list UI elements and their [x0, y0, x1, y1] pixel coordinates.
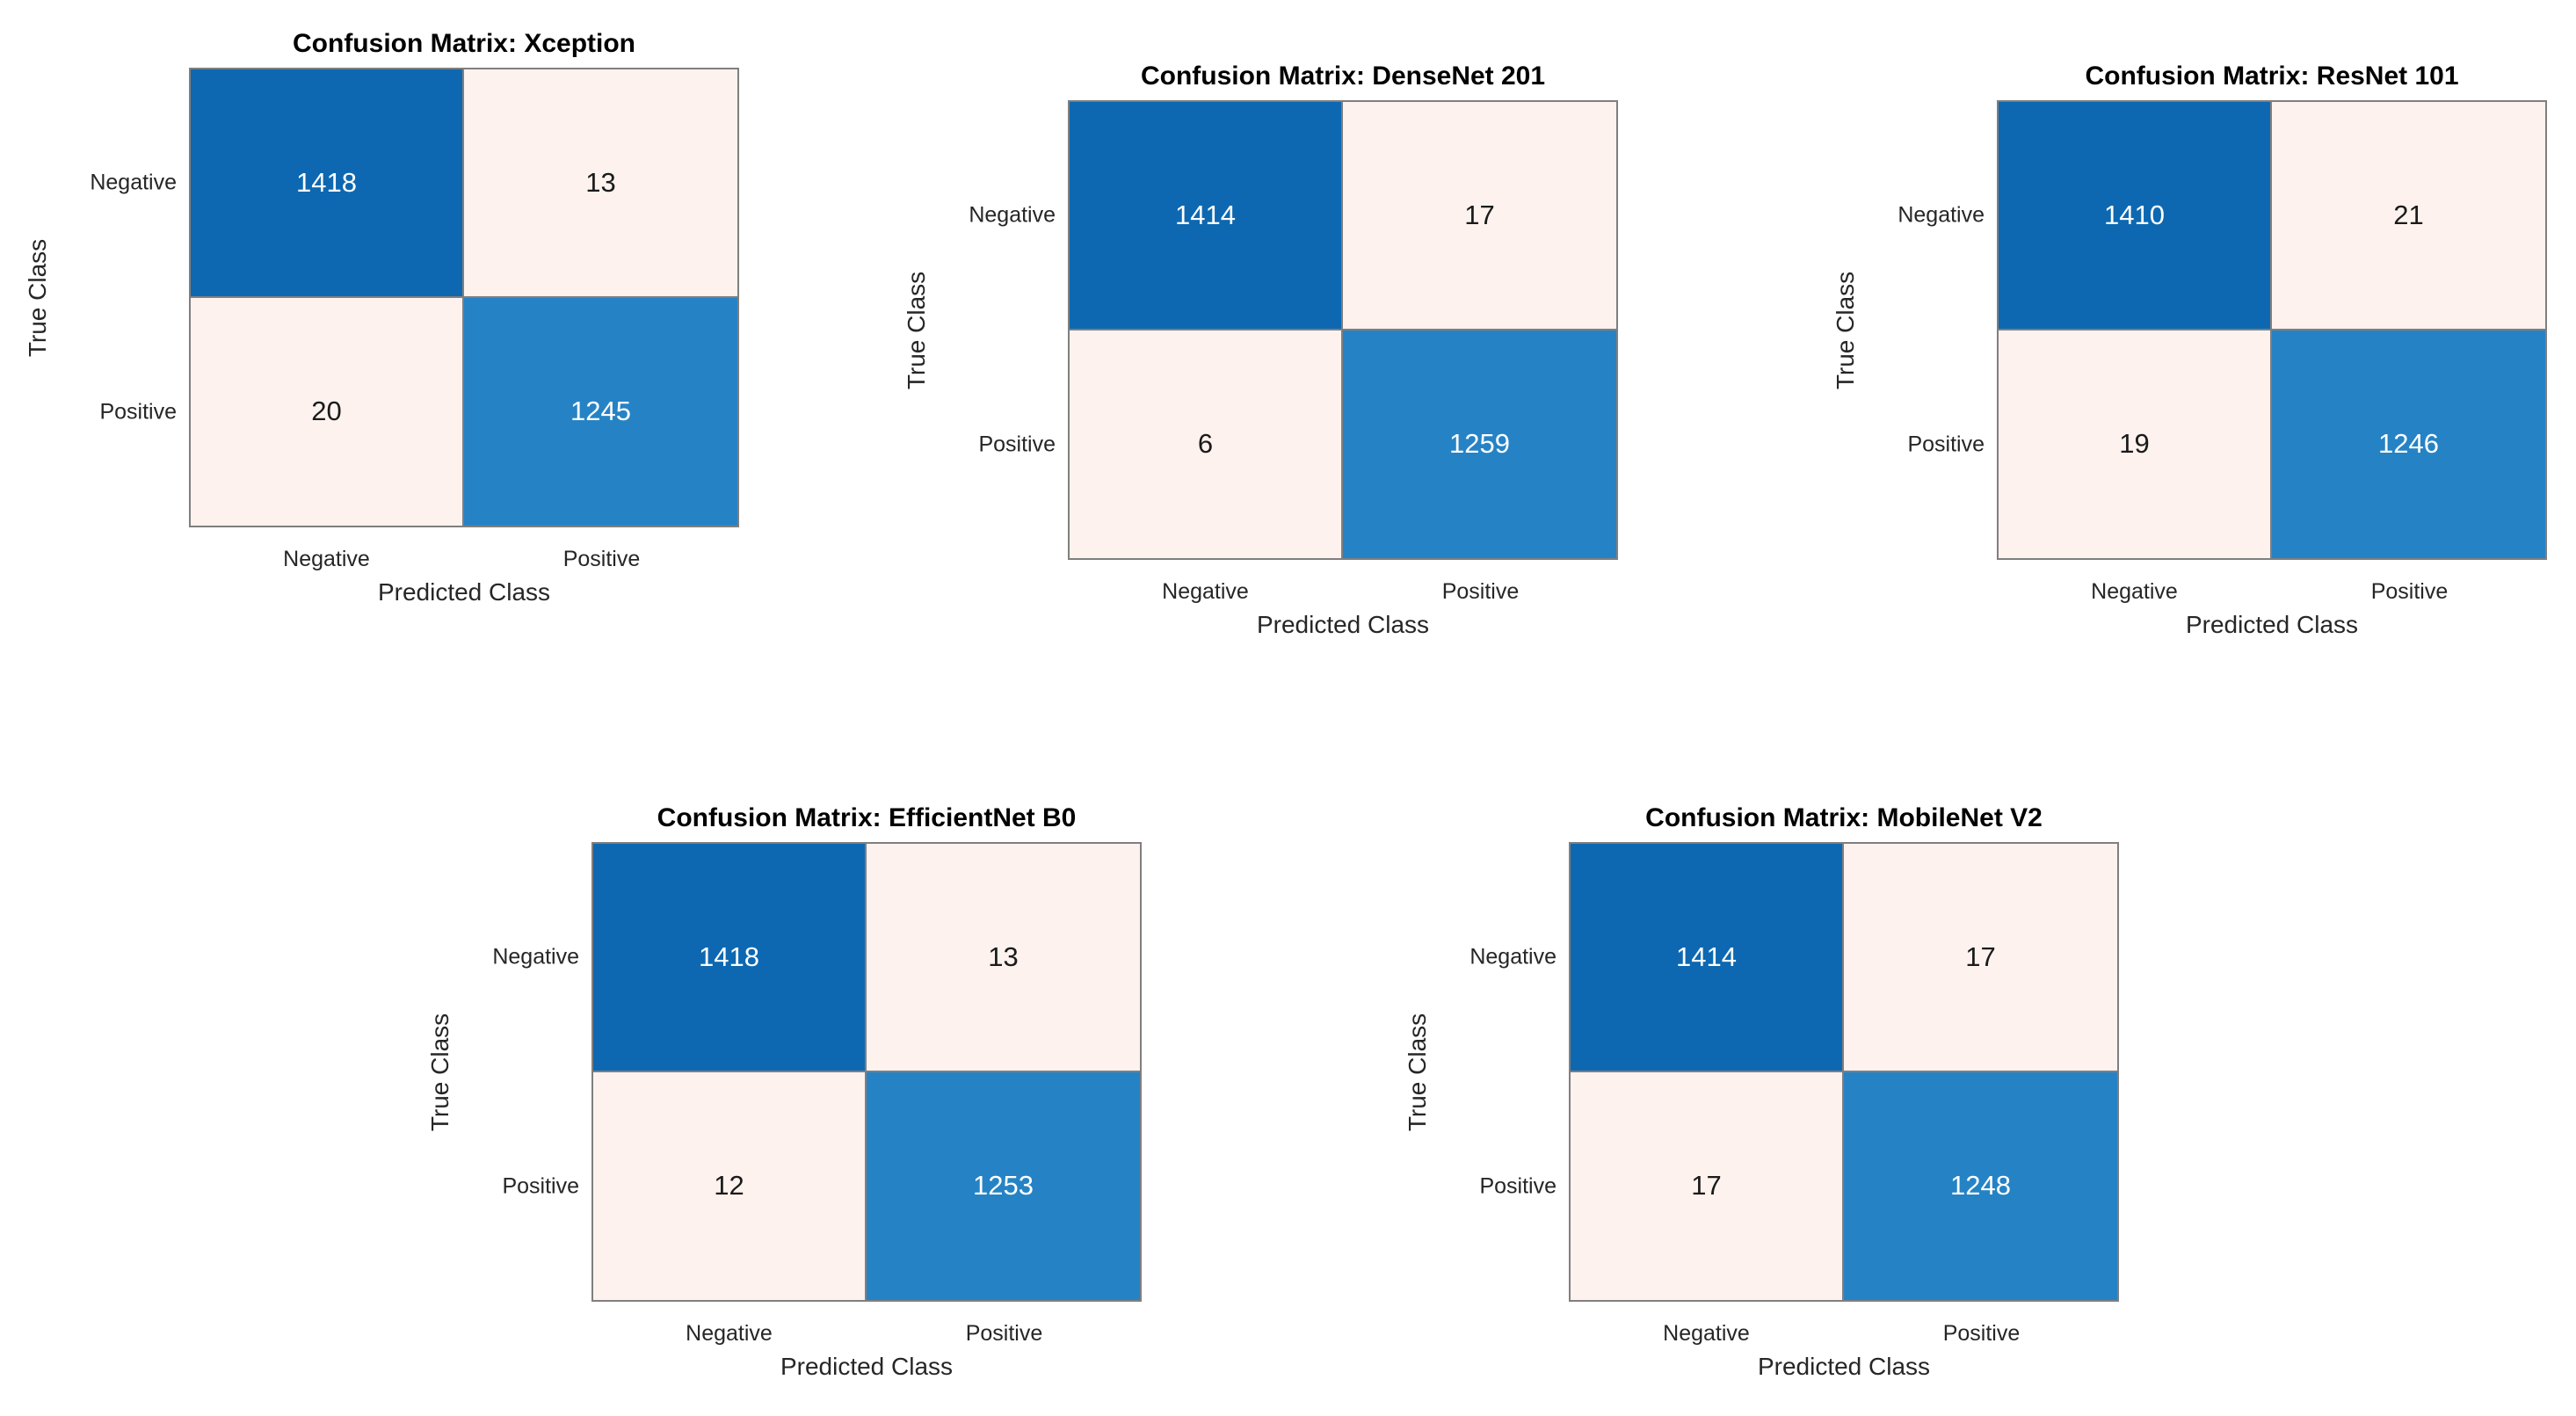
- x-tick-label: Positive: [1441, 579, 1520, 604]
- chart-title: Confusion Matrix: ResNet 101: [2085, 62, 2459, 91]
- matrix-cell: 1410: [1999, 102, 2272, 330]
- matrix-cell: 1418: [191, 69, 464, 298]
- y-tick-label: Negative: [90, 170, 177, 195]
- matrix-cell: 1259: [1343, 330, 1616, 558]
- x-tick-label: Positive: [2370, 579, 2449, 604]
- matrix-cell: 1245: [464, 297, 737, 526]
- matrix-cell: 6: [1070, 330, 1343, 558]
- y-tick-label: Negative: [1469, 944, 1556, 969]
- x-tick-label: Positive: [965, 1321, 1043, 1346]
- x-axis-label: Predicted Class: [377, 578, 551, 606]
- matrix-cell: 17: [1571, 1071, 1844, 1300]
- x-axis-label: Predicted Class: [2185, 611, 2359, 638]
- x-tick-label: Negative: [283, 547, 370, 571]
- y-axis-label: True Class: [1403, 1013, 1431, 1131]
- x-tick-label: Negative: [1162, 579, 1249, 604]
- y-axis-label: True Class: [902, 271, 930, 389]
- matrix-cell: 17: [1844, 844, 2117, 1072]
- y-tick-label: Negative: [492, 944, 579, 969]
- y-axis-label: True Class: [425, 1013, 454, 1131]
- x-axis-label: Predicted Class: [1256, 611, 1430, 638]
- matrix-cell: 1246: [2272, 330, 2545, 558]
- y-tick-label: Positive: [1907, 432, 1985, 457]
- y-tick-label: Positive: [99, 399, 177, 425]
- y-tick-label: Positive: [1479, 1173, 1556, 1199]
- confusion-matrix-grid: 1414 17 17 1248: [1569, 842, 2119, 1302]
- confusion-matrix-grid: 1410 21 19 1246: [1997, 100, 2547, 560]
- x-tick-label: Negative: [686, 1321, 773, 1346]
- y-tick-label: Negative: [969, 202, 1056, 228]
- plot-efficientnet-b0: Confusion Matrix: EfficientNet B0 True C…: [426, 803, 1142, 1380]
- x-tick-label: Negative: [1663, 1321, 1750, 1346]
- chart-title: Confusion Matrix: MobileNet V2: [1645, 803, 2043, 832]
- x-tick-label: Positive: [562, 547, 641, 571]
- matrix-cell: 19: [1999, 330, 2272, 558]
- matrix-cell: 1248: [1844, 1071, 2117, 1300]
- chart-title: Confusion Matrix: DenseNet 201: [1140, 62, 1546, 91]
- y-tick-label: Negative: [1898, 202, 1985, 228]
- plot-mobilenet-v2: Confusion Matrix: MobileNet V2 True Clas…: [1404, 803, 2119, 1380]
- matrix-cell: 1418: [593, 844, 867, 1072]
- plot-xception: Confusion Matrix: Xception True Class Ne…: [24, 29, 739, 606]
- plot-resnet-101: Confusion Matrix: ResNet 101 True Class …: [1832, 62, 2547, 638]
- confusion-matrix-grid: 1414 17 6 1259: [1068, 100, 1618, 560]
- matrix-cell: 17: [1343, 102, 1616, 330]
- y-axis-label: True Class: [23, 238, 51, 357]
- matrix-cell: 13: [464, 69, 737, 298]
- x-axis-label: Predicted Class: [1757, 1353, 1931, 1380]
- confusion-matrix-grid: 1418 13 20 1245: [189, 68, 739, 527]
- matrix-cell: 13: [867, 844, 1140, 1072]
- matrix-cell: 21: [2272, 102, 2545, 330]
- x-tick-label: Positive: [1942, 1321, 2021, 1346]
- y-axis-label: True Class: [1831, 271, 1859, 389]
- x-tick-label: Negative: [2091, 579, 2178, 604]
- y-tick-label: Positive: [502, 1173, 579, 1199]
- matrix-cell: 1414: [1070, 102, 1343, 330]
- chart-title: Confusion Matrix: EfficientNet B0: [657, 803, 1077, 832]
- confusion-matrix-grid: 1418 13 12 1253: [591, 842, 1142, 1302]
- matrix-cell: 12: [593, 1071, 867, 1300]
- matrix-cell: 1253: [867, 1071, 1140, 1300]
- plot-densenet-201: Confusion Matrix: DenseNet 201 True Clas…: [903, 62, 1618, 638]
- matrix-cell: 20: [191, 297, 464, 526]
- y-tick-label: Positive: [978, 432, 1056, 457]
- chart-title: Confusion Matrix: Xception: [293, 29, 635, 58]
- x-axis-label: Predicted Class: [780, 1353, 954, 1380]
- matrix-cell: 1414: [1571, 844, 1844, 1072]
